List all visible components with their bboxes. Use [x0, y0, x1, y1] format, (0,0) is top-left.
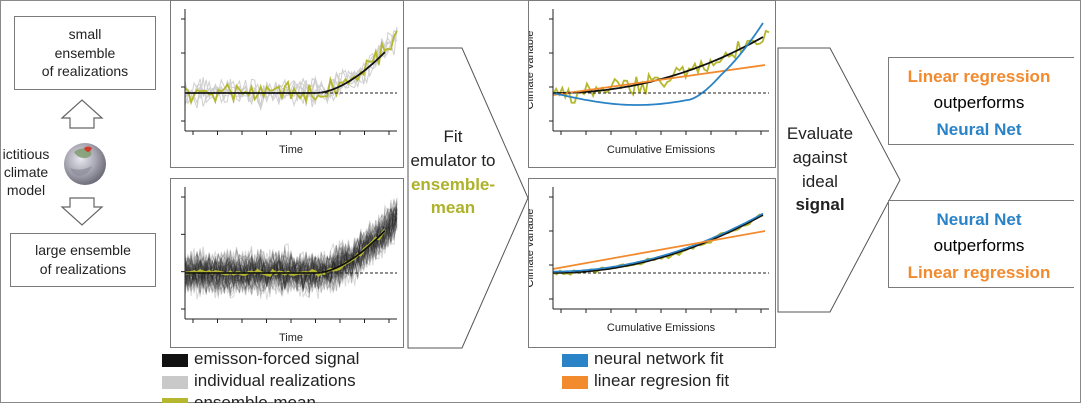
model-label: ictitious climate model: [2, 145, 50, 200]
eval-line4: signal: [795, 195, 845, 215]
plot-top-left: Climate variableTime: [170, 0, 404, 168]
large-ensemble-line1: large ensemble: [35, 242, 131, 259]
realization-line: [184, 199, 398, 293]
evaluate-arrow-text: Evaluate against ideal signal: [778, 122, 862, 217]
realization-line: [184, 198, 398, 297]
realization-line: [184, 213, 398, 293]
fit-accent-line2: mean: [430, 198, 476, 218]
realization-line: [184, 210, 398, 294]
result-box-top: Linear regression outperforms Neural Net: [888, 57, 1074, 145]
fit-line2: emulator to: [410, 150, 496, 170]
realization-line: [184, 207, 398, 293]
plot-bottom-left: Climate variableTime: [170, 178, 404, 348]
realization-line: [184, 200, 398, 296]
evaluate-arrow-shape: [777, 47, 901, 313]
down-arrow-icon: [60, 197, 104, 226]
fit-arrow-shape: [407, 47, 529, 349]
model-line3: model: [6, 182, 46, 199]
result-top-line3: Neural Net: [936, 119, 1022, 139]
plot-top-right: Climate variable Cumulative Emissions: [528, 0, 776, 168]
realization-line: [184, 202, 398, 297]
realization-line: [184, 204, 398, 290]
legend-swatch-lr: [562, 376, 588, 389]
fit-arrow-text: Fit emulator to ensemble- mean: [408, 125, 498, 220]
realization-line: [184, 208, 398, 296]
realization-line: [184, 216, 398, 296]
x-axis-label: Cumulative Emissions: [607, 322, 716, 334]
neural-net-fit-line: [552, 22, 764, 106]
linear-fit-line: [552, 230, 766, 270]
linear-fit-line: [552, 64, 766, 96]
fit-line1: Fit: [443, 127, 463, 146]
result-bottom-line3: Linear regression: [907, 262, 1051, 282]
realization-line: [184, 207, 398, 299]
legend-swatch-mean: [162, 398, 188, 403]
signal-line: [185, 229, 386, 274]
realization-line: [184, 203, 398, 294]
realization-line: [184, 212, 398, 292]
plot-bottom-right: Climate variable Cumulative Emissions: [528, 178, 776, 348]
legend-label-nn: neural network fit: [594, 349, 724, 368]
realization-line: [184, 212, 398, 293]
realization-line: [184, 216, 398, 300]
signal-line: [553, 214, 764, 274]
eval-line1: Evaluate: [786, 124, 854, 143]
realization-line: [184, 217, 398, 294]
small-ensemble-line2: ensemble: [54, 44, 116, 61]
legend-swatch-realizations: [162, 376, 188, 389]
eval-line3: ideal: [802, 171, 838, 191]
ensemble-mean-line: [552, 29, 770, 104]
x-axis-label: Cumulative Emissions: [607, 144, 716, 156]
ensemble-mean-line: [552, 213, 764, 276]
realization-line: [184, 214, 398, 299]
globe-icon: [64, 143, 106, 185]
realization-line: [184, 216, 398, 298]
realization-line: [184, 198, 398, 299]
legend-label-mean: ensemble-mean: [194, 394, 316, 403]
y-axis-label: Climate variable: [528, 31, 536, 110]
result-bottom-line1: Neural Net: [936, 210, 1022, 229]
result-top-line1: Linear regression: [907, 67, 1051, 86]
realization-line: [184, 205, 398, 292]
x-axis-label: Time: [279, 332, 303, 344]
small-ensemble-line1: small: [68, 25, 102, 42]
large-ensemble-box: large ensemble of realizations: [10, 233, 156, 287]
up-arrow-icon: [60, 99, 104, 129]
result-box-bottom: Neural Net outperforms Linear regression: [888, 200, 1074, 288]
realization-line: [184, 217, 398, 294]
realization-line: [184, 218, 397, 292]
legend-label-signal: emisson-forced signal: [194, 349, 360, 368]
legend-swatch-signal: [162, 354, 188, 367]
model-line2: climate: [3, 164, 49, 181]
realization-line: [184, 206, 398, 296]
result-bottom-line2: outperforms: [933, 236, 1025, 256]
eval-line2: against: [792, 147, 848, 167]
legend-mean-clip: ensemble-mean: [150, 394, 410, 403]
realization-line: [184, 212, 398, 296]
small-ensemble-line3: of realizations: [41, 63, 129, 80]
legend-label-realizations: individual realizations: [194, 371, 356, 390]
y-axis-label: Climate variable: [528, 209, 536, 288]
fit-accent-line1: ensemble-: [410, 174, 496, 194]
realization-line: [184, 202, 398, 290]
realization-line: [184, 207, 398, 294]
result-top-line2: outperforms: [933, 93, 1025, 113]
result-bottom-text: Neural Net outperforms Linear regression: [889, 207, 1069, 286]
legend-swatch-nn: [562, 354, 588, 367]
signal-line: [185, 51, 386, 94]
neural-net-fit-line: [553, 212, 764, 273]
legend-label-lr: linear regresion fit: [594, 371, 730, 390]
realization-line: [184, 213, 398, 293]
result-top-text: Linear regression outperforms Neural Net: [889, 64, 1069, 143]
large-ensemble-line2: of realizations: [39, 261, 127, 277]
x-axis-label: Time: [279, 144, 303, 156]
small-ensemble-box: small ensemble of realizations: [14, 16, 156, 90]
model-line1: ictitious: [2, 146, 50, 162]
